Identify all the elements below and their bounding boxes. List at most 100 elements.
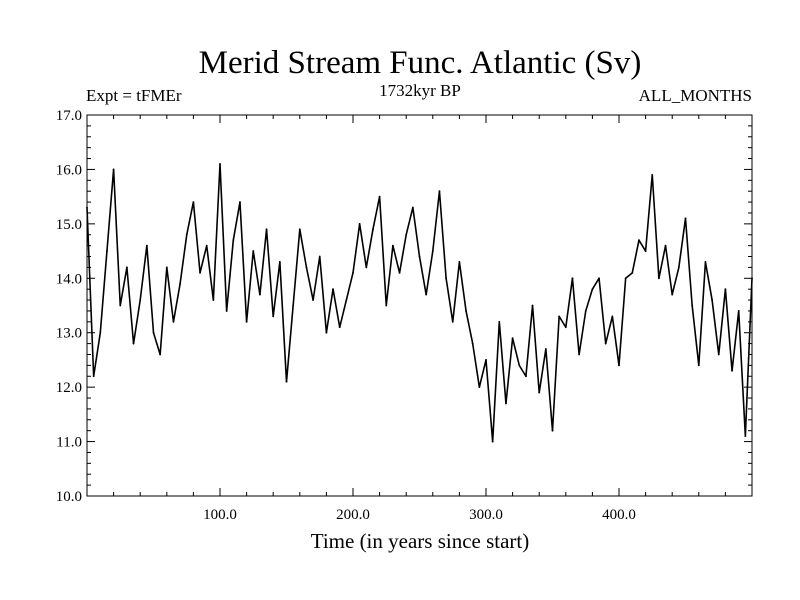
data-point [598, 277, 600, 280]
data-point [405, 233, 408, 236]
y-tick-label: 14.0 [56, 271, 82, 287]
data-point [265, 228, 268, 231]
data-point [544, 348, 547, 350]
data-point [298, 228, 301, 231]
data-point [717, 353, 720, 356]
data-point [584, 310, 587, 312]
data-point [518, 364, 521, 367]
data-point [392, 244, 394, 247]
data-point [152, 331, 155, 334]
data-point [658, 277, 660, 280]
data-point [418, 255, 421, 258]
data-point [538, 391, 541, 394]
data-point [677, 266, 680, 269]
x-tick-label: 100.0 [203, 507, 237, 523]
data-point [119, 304, 122, 307]
data-point [737, 310, 740, 312]
y-tick-label: 11.0 [56, 435, 82, 451]
data-point [697, 364, 700, 367]
y-tick-label: 15.0 [56, 217, 82, 233]
data-point [259, 293, 261, 296]
data-point [185, 233, 188, 236]
data-point [378, 195, 381, 198]
data-point [618, 364, 620, 367]
data-point [624, 277, 627, 280]
data-point [139, 299, 142, 301]
data-point [651, 173, 654, 176]
y-tick-label: 13.0 [56, 326, 82, 342]
data-point [192, 201, 195, 203]
data-point [132, 342, 135, 345]
y-axis: 10.0 11.0 12.0 13.0 14.0 15.0 16.0 17.0 [56, 108, 752, 505]
data-point [458, 261, 461, 263]
x-axis-label: Time (in years since start) [311, 529, 530, 553]
data-point [591, 288, 594, 291]
data-point [478, 386, 481, 389]
data-point [551, 429, 554, 432]
data-point [438, 190, 441, 193]
data-point [372, 228, 374, 231]
data-point [751, 277, 753, 280]
data-point [704, 261, 707, 263]
data-point [644, 250, 647, 252]
data-point [571, 277, 574, 280]
x-axis: 100.0 200.0 300.0 400.0 [113, 115, 726, 523]
data-point [491, 440, 494, 443]
data-point [318, 255, 321, 258]
data-point [145, 244, 148, 247]
data-point [338, 326, 341, 329]
data-point [252, 250, 255, 252]
data-point [365, 266, 368, 269]
data-point [411, 206, 414, 209]
data-point [205, 244, 208, 247]
y-tick-label: 12.0 [56, 380, 82, 396]
months-label: ALL_MONTHS [639, 86, 752, 105]
data-point [245, 320, 248, 323]
data-point [631, 271, 634, 274]
chart-title: Merid Stream Func. Atlantic (Sv) [199, 45, 642, 81]
data-point [325, 331, 328, 334]
experiment-label: Expt = tFMEr [86, 86, 182, 105]
x-tick-label: 200.0 [336, 507, 370, 523]
data-point [485, 359, 487, 361]
data-point [126, 266, 128, 269]
data-point [272, 315, 275, 318]
data-point [525, 375, 527, 378]
data-point [99, 331, 102, 334]
data-point [731, 369, 733, 372]
data-point [225, 310, 228, 312]
data-point [664, 244, 667, 247]
data-point [671, 293, 674, 296]
data-point [86, 206, 88, 209]
data-point [112, 168, 115, 171]
x-tick-label: 300.0 [469, 507, 503, 523]
data-point [278, 261, 281, 263]
data-point [531, 304, 534, 307]
y-tick-label: 16.0 [56, 162, 82, 178]
data-point [219, 163, 221, 165]
data-point [212, 299, 215, 301]
data-point [465, 310, 467, 312]
x-tick-label: 400.0 [602, 507, 636, 523]
data-point [744, 435, 747, 438]
data-point [505, 402, 507, 405]
data-point [385, 304, 388, 307]
y-tick-label: 17.0 [56, 108, 82, 124]
data-point [92, 375, 95, 378]
data-point [611, 315, 614, 318]
data-point [312, 299, 314, 301]
plot-frame [86, 114, 753, 497]
data-point [159, 353, 162, 356]
data-point [604, 342, 607, 345]
data-point [431, 250, 434, 252]
data-point [451, 320, 454, 323]
data-point [711, 299, 713, 301]
data-point [285, 380, 288, 383]
y-tick-label: 10.0 [56, 489, 82, 505]
data-point [232, 239, 235, 242]
period-label: 1732kyr BP [379, 81, 461, 100]
data-point [724, 288, 727, 291]
data-point [691, 304, 694, 307]
data-point [165, 266, 168, 269]
data-point [358, 222, 361, 225]
